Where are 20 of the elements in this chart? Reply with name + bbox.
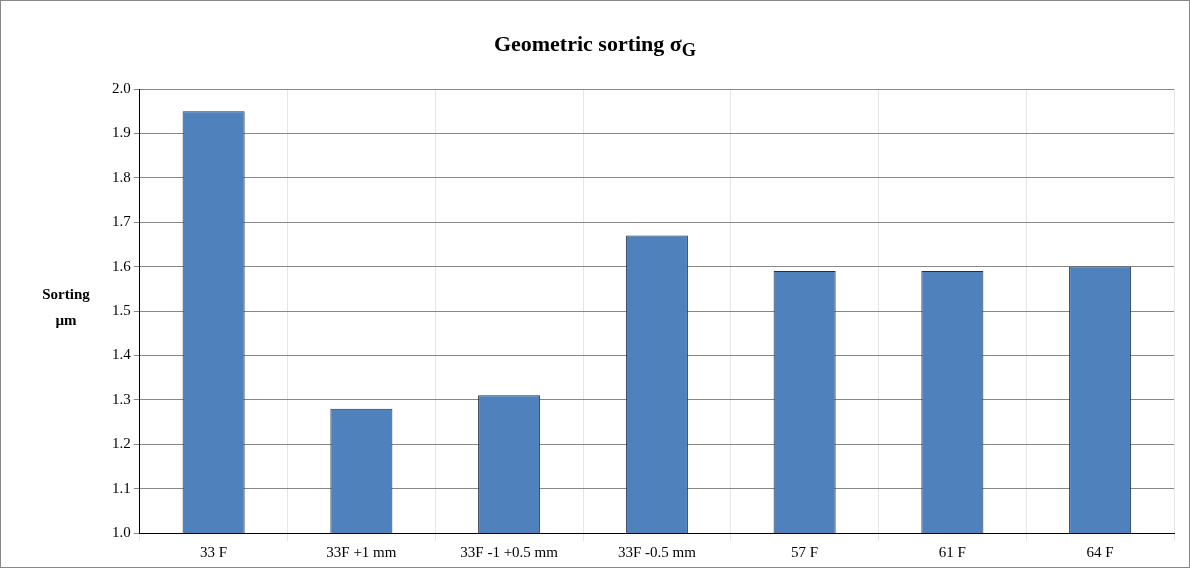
chart-title: Geometric sorting σ$_{G}$: [492, 31, 698, 62]
y-tick-label: 1.6: [112, 257, 132, 274]
y-axis-title: Sorting µm: [41, 285, 91, 330]
y-tick-label: 1.4: [112, 346, 132, 363]
y-tick-label: 1.1: [112, 479, 131, 496]
x-tick-label: 61 F: [938, 543, 966, 560]
y-tick-label: 1.9: [112, 124, 131, 141]
y-tick-label: 2.0: [112, 79, 131, 96]
x-tick-label: 33F -0.5 mm: [617, 543, 697, 560]
y-tick-label: 1.7: [112, 213, 132, 230]
x-tick-label: 33 F: [200, 543, 228, 560]
x-tick-label: 33F -1 +0.5 mm: [460, 543, 559, 560]
x-tick-label: 64 F: [1086, 543, 1114, 560]
y-tick-label: 1.5: [112, 301, 131, 318]
y-tick-label: 1.3: [112, 390, 131, 407]
y-tick-label: 1.8: [112, 168, 131, 185]
y-tick-label: 1.0: [112, 523, 131, 540]
y-tick-label: 1.2: [112, 435, 131, 452]
x-tick-label: 57 F: [791, 543, 819, 560]
x-tick-label: 33F +1 mm: [326, 543, 397, 560]
